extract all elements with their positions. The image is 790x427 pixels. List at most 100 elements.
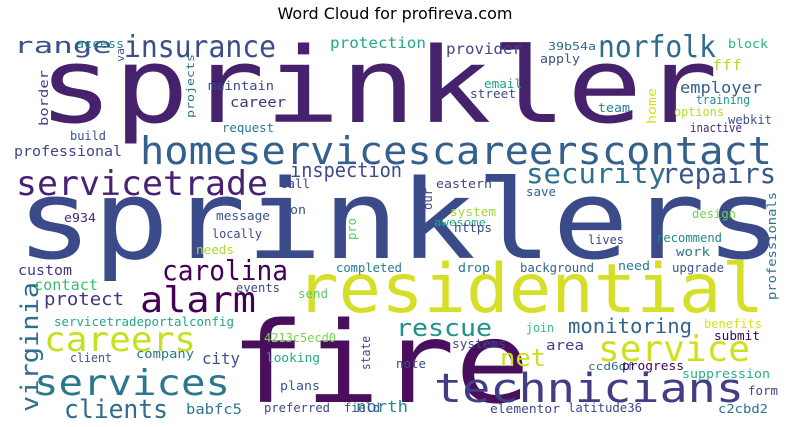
word-company: company — [136, 347, 194, 361]
word-build: build — [70, 129, 106, 143]
word-services: services — [34, 363, 230, 404]
word-e934: e934 — [64, 211, 96, 225]
word-join: join — [526, 321, 554, 335]
word-careers: careers — [44, 320, 196, 360]
word-border: border — [37, 70, 51, 126]
word-inactive: inactive — [690, 121, 742, 135]
word-background: background — [520, 261, 594, 275]
word-inspection: inspection — [290, 158, 402, 182]
word-servicetradeportalconfig: servicetradeportalconfig — [54, 315, 234, 329]
word-access: access — [76, 37, 124, 51]
chart-title: Word Cloud for profireva.com — [277, 4, 513, 23]
word-team: team — [598, 101, 630, 115]
word-call: call — [280, 177, 310, 191]
word-latitude36: latitude36 — [568, 401, 642, 415]
word-request: request — [222, 121, 274, 135]
word-protection: protection — [330, 34, 426, 52]
word-area: area — [546, 338, 584, 354]
word-maintain: maintain — [208, 79, 274, 93]
word-our: our — [421, 188, 435, 210]
word-preferred: preferred — [264, 401, 330, 415]
word-service: service — [598, 329, 750, 370]
word-benefits: benefits — [704, 317, 762, 331]
word-systems: systems — [452, 337, 506, 351]
word-send: send — [298, 287, 328, 301]
word-4213c5ecd0: 4213c5ecd0 — [264, 331, 336, 345]
word-residential: residential — [296, 250, 764, 329]
word-alarm: alarm — [140, 280, 256, 321]
word-plans: plans — [280, 379, 320, 393]
word-on: on — [290, 203, 306, 217]
word-rescue: rescue — [396, 314, 492, 342]
word-technicians: technicians — [434, 366, 744, 412]
word-note: note — [396, 357, 426, 371]
word-lives: lives — [588, 233, 624, 247]
word-repairs: repairs — [662, 157, 776, 190]
word-street: street — [470, 87, 516, 101]
word-webkit: webkit — [728, 113, 772, 127]
word-recommend: recommend — [656, 231, 722, 245]
word-field: field — [344, 401, 380, 415]
word-progress: progress — [622, 359, 684, 373]
word-https: https — [454, 221, 492, 235]
word-design: design — [692, 207, 736, 221]
word-city: city — [202, 349, 240, 368]
word-block: block — [728, 37, 769, 51]
word-career: career — [230, 95, 286, 111]
word-39b54a: 39b54a — [548, 40, 596, 53]
word-apply: apply — [540, 52, 580, 66]
word-north: north — [356, 397, 408, 416]
word-homeservicescareerscontact: homeservicescareerscontact — [140, 129, 772, 173]
word-virginia: virginia — [16, 282, 44, 412]
word-email: email — [484, 77, 522, 91]
word-needs: needs — [196, 243, 234, 257]
word-professional: professional — [14, 144, 122, 160]
word-state: state — [359, 336, 373, 370]
word-fire: fire — [230, 299, 530, 427]
word-home: home — [645, 88, 659, 124]
word-norfolk: norfolk — [598, 30, 716, 65]
word-clients: clients — [64, 395, 168, 425]
word-insurance: insurance — [124, 30, 276, 65]
word-save: save — [526, 185, 556, 199]
word-awesome: awesome — [434, 216, 486, 229]
word-monitoring: monitoring — [568, 314, 692, 338]
word-security: security — [526, 157, 666, 190]
word-locally: locally — [212, 227, 262, 241]
word-upgrade: upgrade — [672, 261, 724, 275]
word-c2cbd2: c2cbd2 — [718, 402, 768, 416]
word-work: work — [676, 245, 711, 259]
word-need: need — [618, 259, 650, 273]
word-form: form — [748, 384, 778, 398]
word-eastern: eastern — [436, 177, 492, 191]
word-va: va — [114, 48, 127, 62]
word-ccd6df: ccd6df — [588, 360, 634, 373]
word-training: training — [696, 93, 750, 107]
word-custom: custom — [18, 263, 72, 279]
word-servicetrade: servicetrade — [16, 164, 268, 204]
word-sprinklers: sprinklers — [16, 156, 782, 284]
word-net: net — [500, 344, 546, 372]
word-fff: fff — [712, 58, 742, 74]
word-carolina: carolina — [162, 254, 288, 287]
word-professionals: professionals — [765, 192, 779, 300]
word-protect: protect — [44, 289, 124, 310]
word-employer: employer — [680, 78, 762, 97]
word-sprinkler: sprinkler — [38, 25, 718, 147]
word-range: range — [14, 34, 112, 59]
word-pro: pro — [345, 218, 359, 240]
word-projects: projects — [184, 54, 197, 118]
word-system: system — [450, 205, 496, 219]
word-contact: contact — [34, 276, 98, 294]
word-looking: looking — [266, 351, 320, 365]
word-drop: drop — [458, 261, 490, 275]
word-provider: provider — [446, 40, 522, 58]
word-client: client — [70, 351, 112, 365]
word-message: message — [216, 209, 270, 223]
word-babfc5: babfc5 — [186, 402, 242, 418]
word-completed: completed — [336, 261, 402, 275]
word-suppression: suppression — [682, 367, 770, 381]
word-elementor: elementor — [490, 402, 560, 416]
word-events: events — [236, 281, 280, 295]
